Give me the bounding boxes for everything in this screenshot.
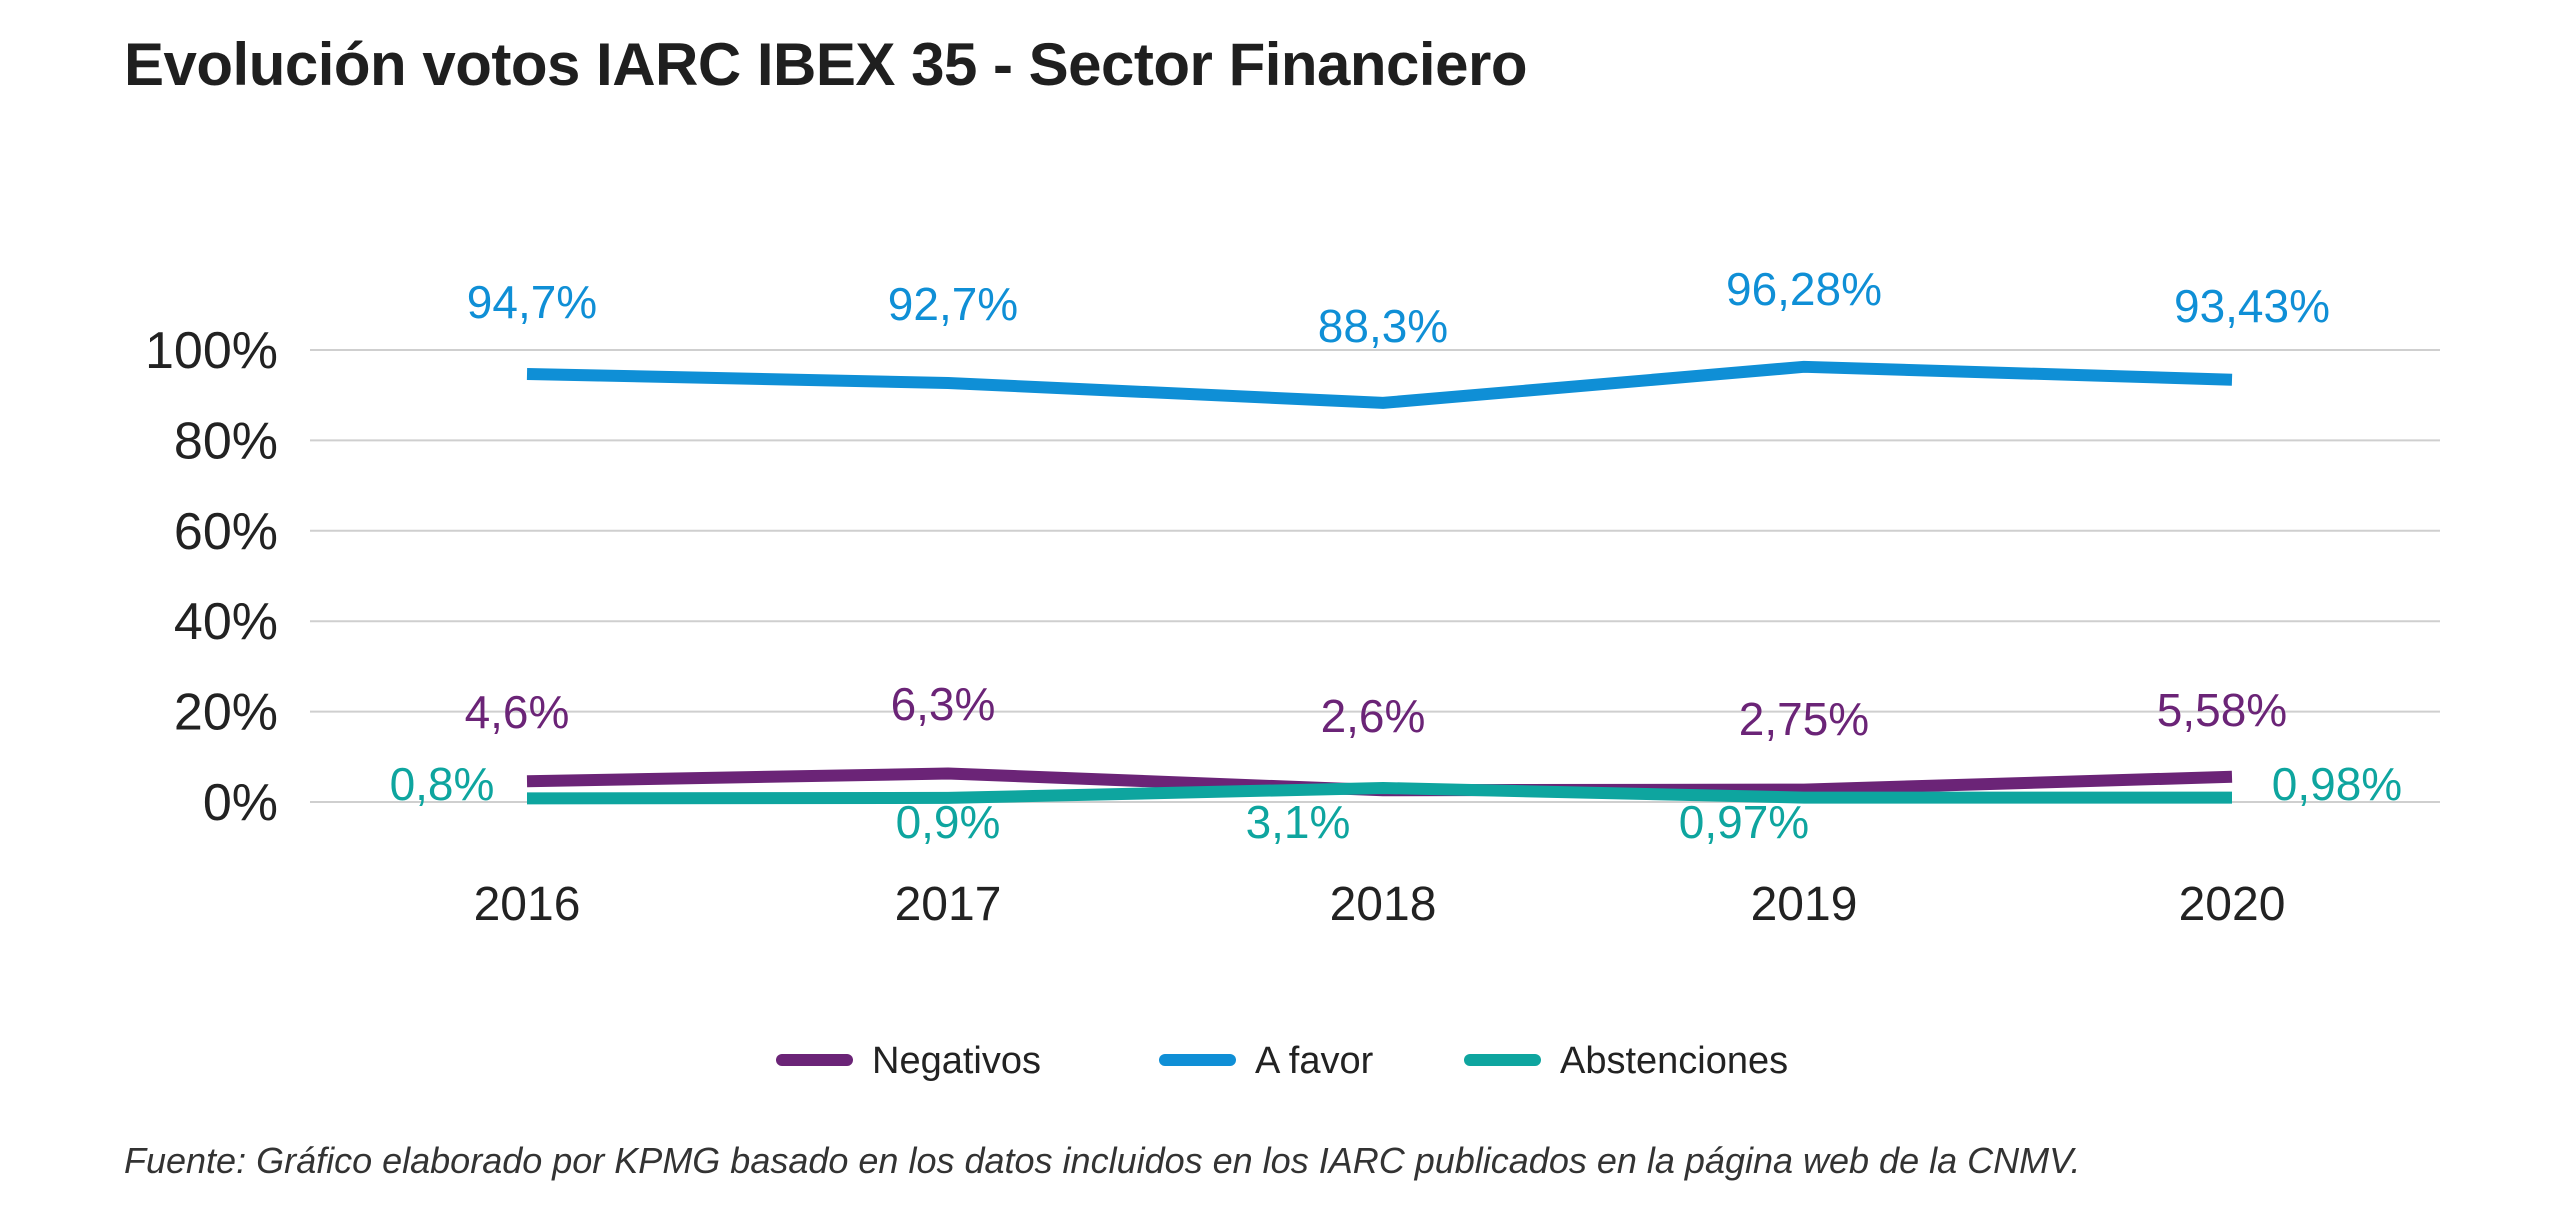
x-tick-label: 2017 — [895, 878, 1002, 931]
data-label: 94,7% — [467, 276, 597, 328]
x-tick-label: 2018 — [1330, 878, 1437, 931]
source-note: Fuente: Gráfico elaborado por KPMG basad… — [124, 1140, 2081, 1181]
y-axis-ticks: 0% 20% 40% 60% 80% 100% — [145, 322, 278, 832]
data-label: 88,3% — [1318, 300, 1448, 352]
data-label: 5,58% — [2157, 684, 2287, 736]
y-tick-label: 0% — [203, 774, 278, 832]
data-label: 93,43% — [2174, 280, 2330, 332]
chart-title: Evolución votos IARC IBEX 35 - Sector Fi… — [124, 31, 1527, 98]
x-axis-ticks: 2016 2017 2018 2019 2020 — [474, 878, 2286, 931]
series-lines — [526, 360, 2233, 805]
y-tick-label: 20% — [174, 684, 278, 742]
legend-label: Negativos — [872, 1040, 1041, 1082]
data-label: 2,6% — [1321, 690, 1426, 742]
data-label: 92,7% — [888, 278, 1018, 330]
data-label: 0,9% — [896, 796, 1001, 848]
data-label: 0,98% — [2272, 758, 2402, 810]
data-label: 6,3% — [891, 678, 996, 730]
data-label: 3,1% — [1246, 796, 1351, 848]
x-tick-label: 2016 — [474, 878, 581, 931]
legend: Negativos A favor Abstenciones — [776, 1040, 1788, 1082]
data-label: 4,6% — [465, 686, 570, 738]
x-tick-label: 2019 — [1751, 878, 1858, 931]
data-labels: 4,6% 6,3% 2,6% 2,75% 5,58% 94,7% 92,7% 88,3% 96,… — [390, 263, 2403, 848]
y-tick-label: 60% — [174, 503, 278, 561]
data-label: 96,28% — [1726, 263, 1882, 315]
data-label: 2,75% — [1739, 693, 1869, 745]
y-tick-label: 100% — [145, 322, 278, 380]
x-tick-label: 2020 — [2179, 878, 2286, 931]
data-label: 0,8% — [390, 758, 495, 810]
series-line-a-favor — [526, 360, 2233, 409]
data-label: 0,97% — [1679, 796, 1809, 848]
legend-label: A favor — [1255, 1040, 1374, 1082]
y-tick-label: 80% — [174, 412, 278, 470]
series-line-abstenciones — [526, 781, 2233, 805]
legend-label: Abstenciones — [1560, 1040, 1788, 1082]
y-tick-label: 40% — [174, 593, 278, 651]
